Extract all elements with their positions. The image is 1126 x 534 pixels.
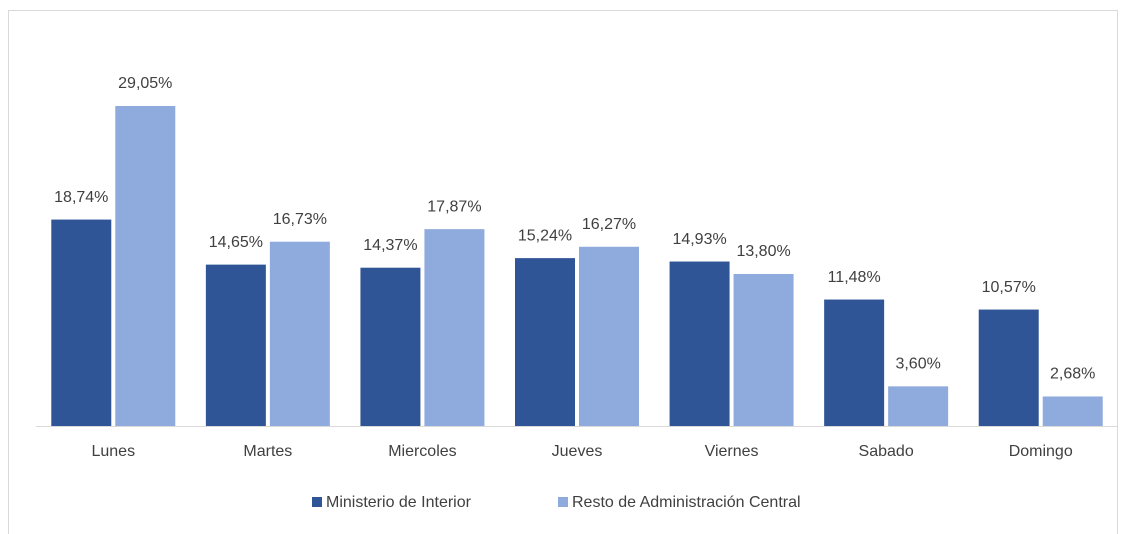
bar [424,229,485,426]
legend-label: Resto de Administración Central [572,494,801,511]
bar [51,219,112,426]
x-tick-label: Viernes [705,443,759,460]
bar [205,264,266,426]
bar [824,299,885,426]
data-label: 10,57% [982,279,1036,296]
bar [115,106,176,426]
x-tick-label: Miercoles [388,443,456,460]
legend-swatch [312,497,322,507]
data-label: 18,74% [54,189,108,206]
bar [360,267,421,426]
bar [978,309,1039,426]
bar [669,261,730,426]
data-label: 14,93% [672,231,726,248]
data-label: 17,87% [427,198,481,215]
x-tick-label: Jueves [552,443,603,460]
data-label: 14,37% [363,237,417,254]
bar [888,386,949,426]
data-label: 11,48% [828,269,881,286]
bar [733,273,794,426]
data-label: 14,65% [209,234,263,251]
x-tick-label: Lunes [91,443,135,460]
data-label: 2,68% [1050,366,1095,383]
legend-label: Ministerio de Interior [326,494,472,511]
data-label: 16,27% [582,216,636,233]
x-tick-label: Domingo [1009,443,1073,460]
legend-swatch [558,497,568,507]
data-label: 13,80% [736,243,790,260]
bar [579,246,639,426]
data-label: 3,60% [895,356,940,373]
bar [515,258,575,426]
x-tick-label: Martes [243,443,292,460]
bar [269,241,330,426]
x-tick-label: Sabado [859,443,914,460]
data-label: 16,73% [273,211,327,228]
data-label: 29,05% [118,75,172,92]
chart-frame [8,10,1118,534]
data-label: 15,24% [518,227,572,244]
bar [1042,396,1103,426]
